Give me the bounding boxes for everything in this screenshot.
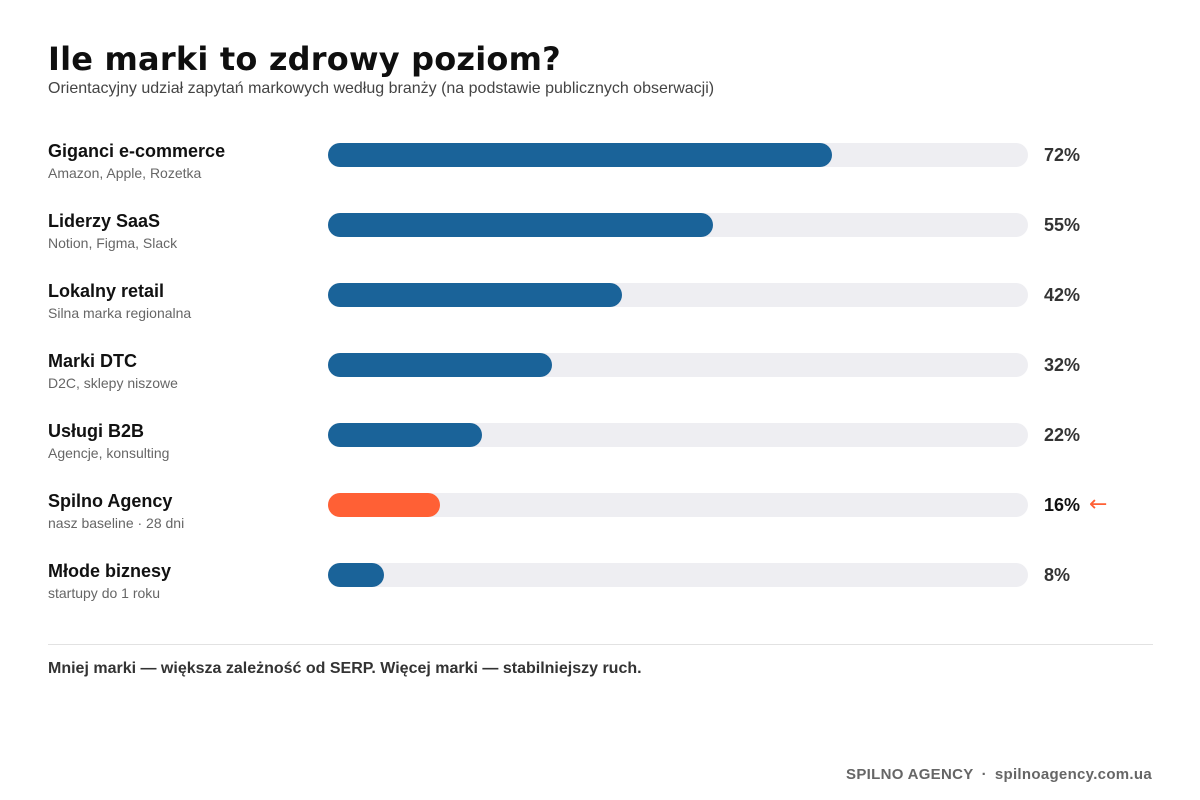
bar-value-label: 16% bbox=[1044, 495, 1081, 515]
bar-label: Spilno Agency bbox=[48, 491, 173, 511]
bar-track bbox=[328, 563, 1028, 587]
bar-sublabel: Notion, Figma, Slack bbox=[48, 235, 178, 251]
bar-value-label: 22% bbox=[1044, 425, 1081, 445]
bar-track bbox=[328, 283, 1028, 307]
bar-row: Usługi B2B Agencje, konsulting 22% bbox=[0, 421, 1200, 491]
bar-track bbox=[328, 353, 1028, 377]
bar bbox=[328, 563, 384, 587]
bar-row: Młode biznesy startupy do 1 roku 8% bbox=[0, 561, 1200, 631]
bar-sublabel: nasz baseline · 28 dni bbox=[48, 515, 185, 531]
bar-chart: Giganci e-commerce Amazon, Apple, Rozetka… bbox=[0, 141, 1200, 631]
bar-sublabel: D2C, sklepy niszowe bbox=[48, 375, 178, 391]
bar bbox=[328, 143, 832, 167]
bar-label: Marki DTC bbox=[48, 351, 138, 371]
bar-row: Marki DTC D2C, sklepy niszowe 32% bbox=[0, 351, 1200, 421]
chart-note: Mniej marki — większa zależność od SERP.… bbox=[48, 660, 642, 677]
bar bbox=[328, 213, 713, 237]
bar-label: Giganci e-commerce bbox=[48, 141, 226, 161]
bar-value-label: 8% bbox=[1044, 565, 1071, 585]
bar-row: Lokalny retail Silna marka regionalna 42% bbox=[0, 281, 1200, 351]
bar bbox=[328, 283, 622, 307]
bar-track bbox=[328, 143, 1028, 167]
bar-row: Liderzy SaaS Notion, Figma, Slack 55% bbox=[0, 211, 1200, 281]
bar-track bbox=[328, 423, 1028, 447]
footer-site[interactable]: spilnoagency.com.ua bbox=[994, 766, 1152, 783]
bar-highlight bbox=[328, 493, 440, 517]
left-arrow-icon: ← bbox=[1089, 492, 1108, 517]
bar-row: Giganci e-commerce Amazon, Apple, Rozetka… bbox=[0, 141, 1200, 211]
bar-track bbox=[328, 493, 1028, 517]
chart-subtitle: Orientacyjny udział zapytań markowych we… bbox=[48, 80, 715, 97]
bar-sublabel: Amazon, Apple, Rozetka bbox=[48, 165, 202, 181]
bar-value-label: 55% bbox=[1044, 215, 1081, 235]
bar-value-label: 32% bbox=[1044, 355, 1081, 375]
bar-label: Młode biznesy bbox=[48, 561, 172, 581]
bar-sublabel: Silna marka regionalna bbox=[48, 305, 192, 321]
divider bbox=[48, 644, 1153, 645]
bar-sublabel: startupy do 1 roku bbox=[48, 585, 161, 601]
bar bbox=[328, 353, 552, 377]
chart-title: Ile marki to zdrowy poziom? bbox=[48, 40, 561, 78]
bar-row: Spilno Agency nasz baseline · 28 dni 16% ← bbox=[0, 491, 1200, 561]
bar-sublabel: Agencje, konsulting bbox=[48, 445, 170, 461]
footer-brand: SPILNO AGENCY bbox=[846, 766, 974, 783]
bar bbox=[328, 423, 482, 447]
bar-value-label: 42% bbox=[1044, 285, 1081, 305]
footer-separator: · bbox=[981, 766, 987, 783]
bar-label: Lokalny retail bbox=[48, 281, 165, 301]
bar-label: Usługi B2B bbox=[48, 421, 145, 441]
bar-value-label: 72% bbox=[1044, 145, 1081, 165]
bar-track bbox=[328, 213, 1028, 237]
bar-label: Liderzy SaaS bbox=[48, 211, 161, 231]
footer: SPILNO AGENCY · spilnoagency.com.ua bbox=[846, 766, 1152, 783]
